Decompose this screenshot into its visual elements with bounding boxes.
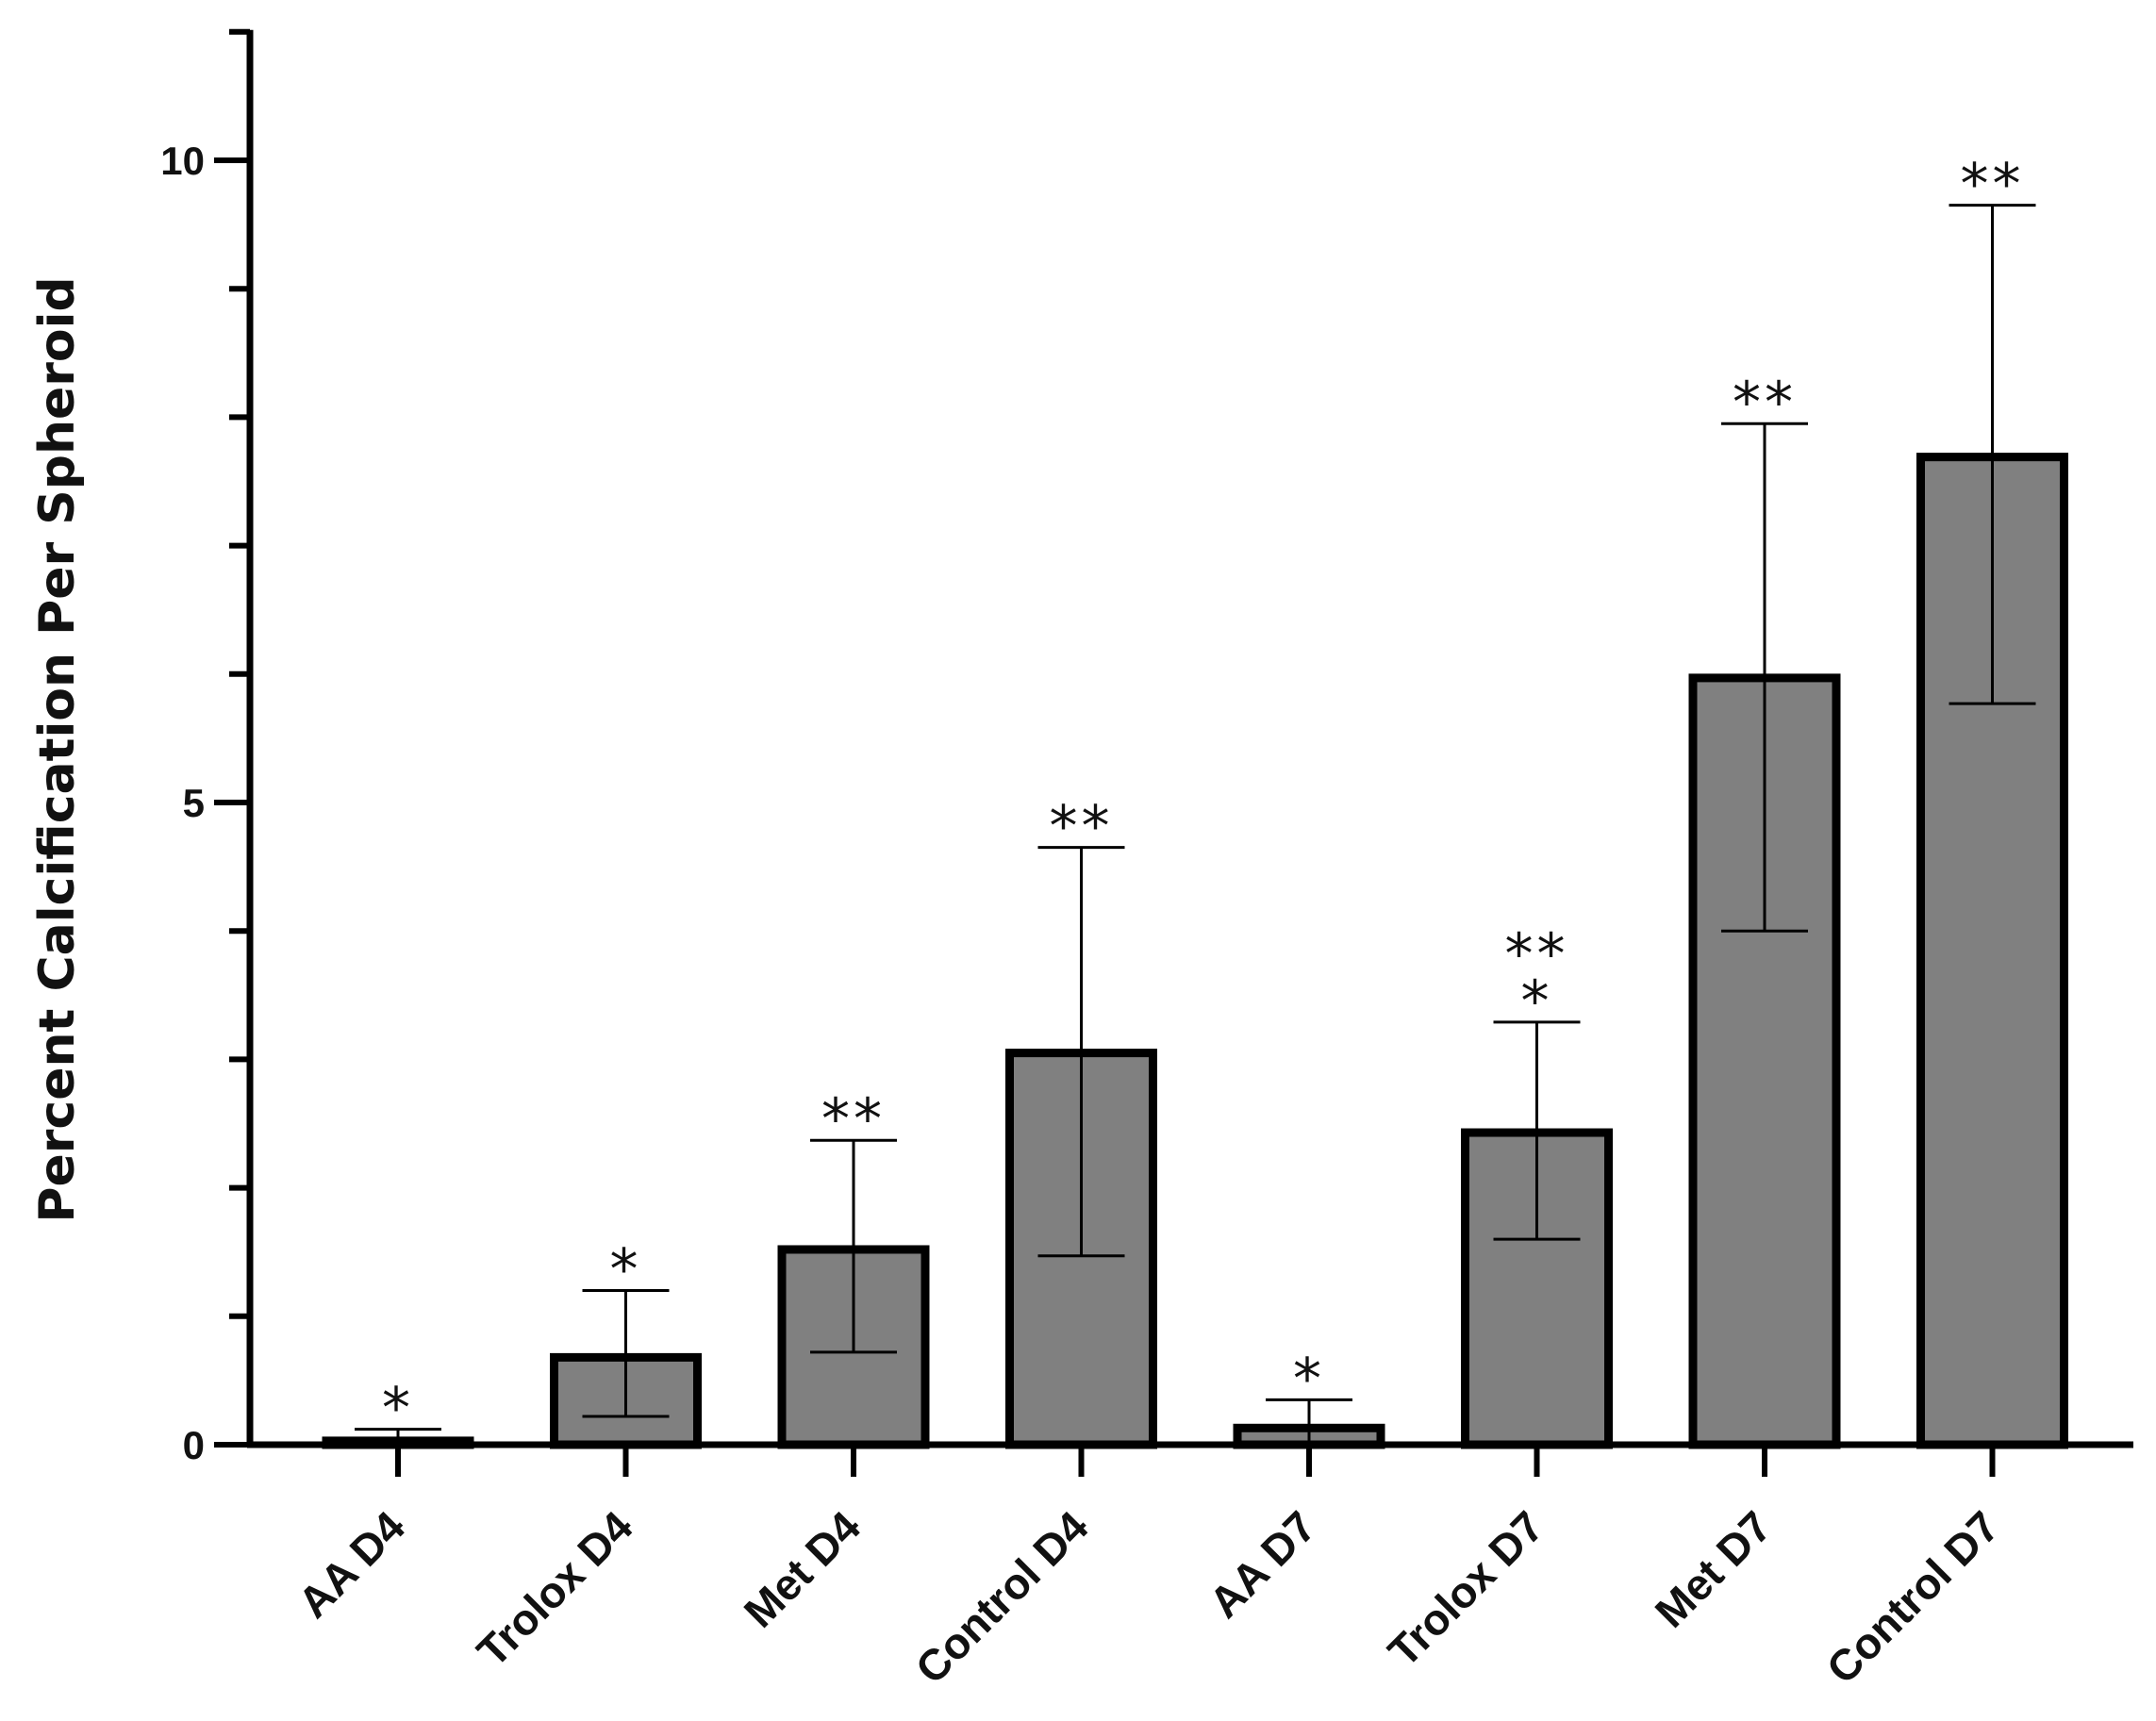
error-bars (355, 204, 2036, 1445)
x-tick-label: Control D7 (1817, 1501, 2009, 1693)
significance-marker: ** (1505, 921, 1569, 987)
significance-marker: ** (821, 1086, 886, 1152)
x-tick-label: Met D7 (1646, 1501, 1781, 1636)
significance-marker: ** (1961, 152, 2025, 218)
x-tick-label: Trolox D7 (1379, 1501, 1553, 1676)
x-tick-label: Trolox D4 (468, 1501, 642, 1676)
significance-marker: ** (1733, 370, 1797, 436)
x-tick-label: Control D4 (906, 1501, 1098, 1693)
significance-marker: * (382, 1376, 414, 1442)
y-tick-label: 0 (183, 1423, 205, 1467)
significance-marker: * (1293, 1346, 1325, 1412)
axes (214, 28, 2133, 1477)
x-tick-label: AA D7 (1200, 1501, 1325, 1627)
significance-markers: ************** (382, 152, 2025, 1442)
x-tick-label: Met D4 (735, 1501, 871, 1637)
bars (322, 453, 2068, 1449)
significance-marker: * (610, 1237, 642, 1303)
x-tick-label: AA D4 (289, 1501, 414, 1627)
significance-marker: ** (1050, 794, 1114, 860)
y-axis-title: Percent Calcification Per Spheroid (29, 276, 86, 1222)
y-tick-label: 5 (183, 781, 205, 825)
y-tick-label: 10 (160, 139, 205, 183)
significance-marker: * (1521, 968, 1553, 1034)
